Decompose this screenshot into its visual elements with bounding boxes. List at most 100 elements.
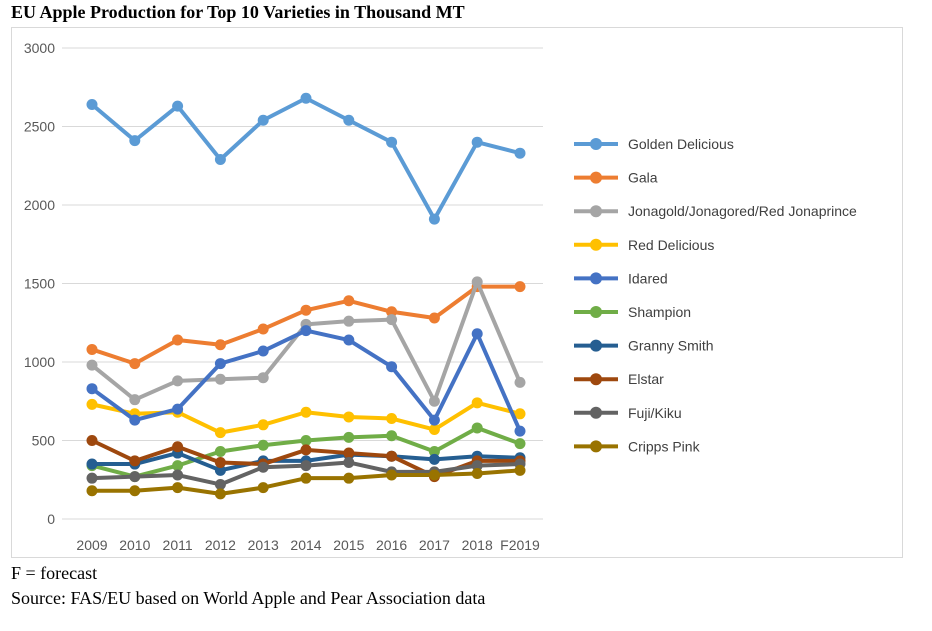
legend-item: Red Delicious	[574, 237, 714, 253]
data-point	[300, 406, 312, 418]
data-point	[300, 92, 312, 104]
data-point	[257, 323, 269, 335]
series-idared	[86, 325, 526, 437]
x-tick-label: 2011	[163, 537, 193, 553]
data-point	[343, 472, 355, 484]
data-point	[214, 427, 226, 439]
legend-marker	[590, 138, 602, 150]
y-tick-label: 3000	[24, 40, 55, 56]
data-point	[214, 373, 226, 385]
x-tick-label: 2012	[205, 537, 236, 553]
legend-marker	[590, 272, 602, 285]
legend-item: Granny Smith	[574, 338, 714, 354]
chart-frame	[11, 27, 903, 558]
legend-marker	[590, 440, 602, 453]
data-point	[129, 455, 141, 467]
data-point	[300, 325, 312, 337]
legend: Golden Delicious Gala Jonagold/Jonagored/R…	[574, 136, 857, 454]
data-point	[86, 398, 98, 410]
data-point	[428, 213, 440, 225]
data-point	[386, 469, 398, 481]
x-tick-label: 2017	[419, 537, 450, 553]
data-point	[300, 435, 312, 446]
forecast-note: F = forecast	[11, 563, 98, 583]
legend-item: Shampion	[574, 304, 691, 320]
data-point	[214, 478, 226, 490]
data-point	[257, 345, 269, 357]
legend-marker	[590, 238, 602, 251]
legend-label: Golden Delicious	[628, 136, 734, 152]
x-tick-label: 2015	[333, 537, 364, 553]
legend-item: Golden Delicious	[574, 136, 734, 152]
legend-marker	[590, 171, 602, 184]
series-line	[90, 96, 521, 222]
y-tick-label: 1000	[24, 354, 55, 370]
data-point	[386, 430, 398, 442]
data-point	[172, 334, 184, 346]
series-jonagold-jonagored-red-jonaprince	[86, 276, 526, 407]
series-lines	[86, 92, 526, 500]
legend-label: Elstar	[628, 371, 664, 387]
x-tick-label: F2019	[500, 537, 540, 553]
x-tick-label: 2016	[376, 537, 407, 553]
data-point	[129, 135, 141, 147]
data-point	[257, 372, 269, 384]
data-point	[471, 460, 483, 472]
series-red-delicious	[86, 397, 526, 439]
legend-label: Idared	[628, 270, 668, 286]
legend-marker	[590, 205, 602, 218]
data-point	[129, 414, 141, 426]
data-point	[86, 383, 98, 395]
data-point	[428, 445, 440, 457]
data-point	[428, 453, 440, 465]
legend-item: Fuji/Kiku	[574, 405, 682, 421]
data-point	[471, 467, 483, 479]
data-point	[257, 482, 269, 494]
data-point	[129, 485, 141, 497]
data-point	[386, 450, 398, 462]
y-tick-label: 500	[32, 433, 56, 449]
data-point	[514, 425, 526, 437]
data-point	[86, 485, 98, 497]
y-tick-label: 2500	[24, 119, 55, 135]
data-point	[257, 439, 269, 451]
series-cripps-pink	[86, 464, 526, 500]
data-point	[257, 419, 269, 431]
data-point	[514, 281, 526, 293]
chart-title: EU Apple Production for Top 10 Varieties…	[11, 2, 465, 22]
data-point	[300, 444, 312, 456]
data-point	[514, 147, 526, 159]
data-point	[343, 334, 355, 346]
data-point	[343, 456, 355, 468]
legend-marker	[590, 373, 602, 386]
data-point	[514, 408, 526, 420]
x-tick-label: 2014	[290, 537, 321, 553]
data-point	[214, 464, 226, 476]
data-point	[86, 343, 98, 355]
x-tick-label: 2009	[76, 537, 107, 553]
data-point	[172, 460, 184, 472]
data-point	[428, 424, 440, 436]
data-point	[343, 315, 355, 327]
legend-label: Granny Smith	[628, 338, 714, 354]
series-golden-delicious	[86, 92, 526, 225]
data-point	[343, 411, 355, 423]
legend-label: Jonagold/Jonagored/Red Jonaprince	[628, 203, 857, 219]
data-point	[428, 469, 440, 481]
data-point	[343, 114, 355, 126]
data-point	[129, 471, 141, 483]
data-point	[386, 413, 398, 425]
x-tick-label: 2013	[248, 537, 279, 553]
data-point	[343, 431, 355, 443]
data-point	[471, 422, 483, 434]
data-point	[514, 438, 526, 450]
data-point	[129, 358, 141, 370]
source-note: Source: FAS/EU based on World Apple and …	[11, 588, 486, 608]
x-tick-label: 2010	[119, 537, 150, 553]
data-point	[386, 361, 398, 373]
x-axis-ticks: 2009 2010 2011 2012 2013 2014 2015 2016 2017 2018…	[76, 537, 540, 553]
data-point	[172, 375, 184, 387]
series-line	[90, 279, 522, 404]
data-point	[214, 153, 226, 165]
